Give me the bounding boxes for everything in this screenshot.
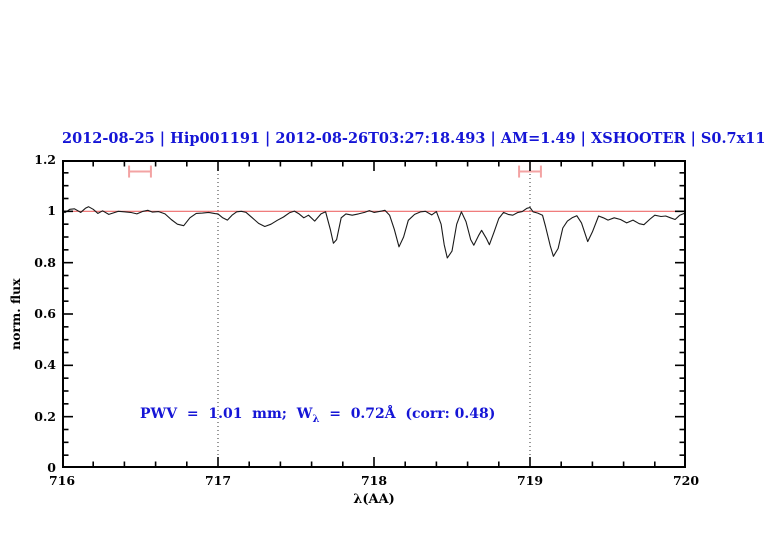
annotation-lambda-subscript: λ	[312, 413, 320, 425]
y-tick-label: 1	[47, 203, 56, 219]
plot-frame	[62, 160, 686, 468]
x-tick-label: 716	[48, 473, 76, 488]
x-tick-label: 720	[672, 473, 700, 488]
y-tick-label: 0.2	[34, 408, 56, 424]
x-tick-label: 717	[204, 473, 232, 488]
spectrum-curve	[62, 206, 686, 259]
x-tick-label: 718	[360, 473, 388, 488]
spectrum-plot-canvas	[62, 160, 686, 468]
annotation-text-pre: PWV = 1.01 mm; W	[140, 406, 313, 422]
y-tick-label: 0.8	[34, 254, 56, 270]
x-tick-label: 719	[516, 473, 544, 488]
pwv-annotation: PWV = 1.01 mm; Wλ = 0.72Å (corr: 0.48)	[140, 406, 495, 425]
plot-title: 2012-08-25 | Hip001191 | 2012-08-26T03:2…	[62, 130, 766, 147]
x-axis-label: λ(AA)	[353, 492, 395, 507]
y-tick-label: 0.6	[34, 306, 56, 321]
annotation-text-post: = 0.72Å (corr: 0.48)	[319, 406, 496, 422]
y-tick-label: 0	[47, 460, 56, 475]
y-tick-label: 0.4	[34, 357, 56, 373]
plot-area: PWV = 1.01 mm; Wλ = 0.72Å (corr: 0.48)	[62, 160, 686, 468]
y-tick-label: 1.2	[34, 152, 56, 167]
